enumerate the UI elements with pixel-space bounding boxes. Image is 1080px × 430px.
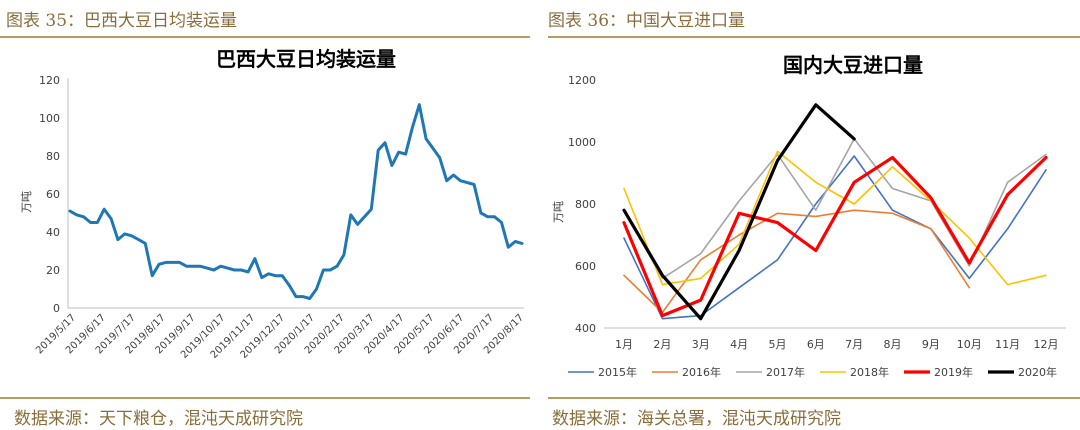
series-line-1: [623, 209, 971, 314]
x-tick-label: 3月: [692, 338, 710, 351]
x-tick-label: 4月: [730, 338, 748, 351]
x-tick-label: 8月: [884, 338, 902, 351]
y-tick-label: 40: [46, 226, 60, 239]
figure-35-caption: 图表 35：巴西大豆日均装运量: [6, 11, 238, 31]
figure-35-top-rule: [0, 36, 530, 38]
y-tick-label: 600: [575, 260, 596, 273]
figure-36-panel: 图表 36：中国大豆进口量 国内大豆进口量 400 600 800 1000 1200 万吨…: [548, 0, 1080, 430]
legend-label-3: 2018年: [850, 365, 889, 379]
chart-title: 国内大豆进口量: [783, 53, 923, 77]
figure-35-source: 数据来源：天下粮仓，混沌天成研究院: [14, 409, 303, 429]
x-tick-label: 9月: [922, 338, 940, 351]
figure-36-caption: 图表 36：中国大豆进口量: [548, 11, 746, 31]
x-tick-label: 11月: [995, 338, 1020, 351]
figure-35-panel: 图表 35：巴西大豆日均装运量 巴西大豆日均装运量 0 20 40 60 80 100 120…: [0, 0, 530, 430]
brazil-shipment-chart: 巴西大豆日均装运量020406080100120万吨2019/5/172019/…: [20, 47, 526, 361]
x-tick-label: 5月: [768, 338, 786, 351]
figure-36-bottom-rule: [548, 397, 1080, 399]
x-tick-label: 10月: [957, 338, 982, 351]
x-tick-label: 2月: [653, 338, 671, 351]
series-line: [68, 103, 524, 300]
x-tick-label: 7月: [845, 338, 863, 351]
y-axis-label: 万吨: [552, 201, 565, 223]
y-tick-label: 20: [46, 264, 60, 277]
y-axis-label: 万吨: [20, 191, 33, 213]
series-line-4: [622, 155, 1048, 318]
y-tick-label: 1000: [568, 136, 596, 149]
legend-label-1: 2016年: [682, 365, 721, 379]
x-tick-label: 12月: [1034, 338, 1059, 351]
y-tick-label: 0: [53, 302, 60, 315]
series-line-5: [622, 103, 856, 321]
legend-label-2: 2017年: [766, 365, 805, 379]
china-import-chart: 国内大豆进口量 400 600 800 1000 1200 万吨 1月 2月 3月 4月 5月 6月 7月…: [552, 53, 1066, 379]
figure-36-source: 数据来源：海关总署，混沌天成研究院: [552, 409, 841, 429]
series-line-3: [623, 150, 1047, 286]
y-tick-label: 80: [46, 150, 60, 163]
x-tick-label: 1月: [615, 338, 633, 351]
y-tick-label: 120: [39, 74, 60, 87]
y-tick-label: 1200: [568, 74, 596, 87]
y-tick-label: 800: [575, 198, 596, 211]
figure-35-bottom-rule: [0, 397, 530, 399]
legend-label-0: 2015年: [598, 365, 637, 379]
series-line-0: [623, 155, 1047, 320]
figure-36-top-rule: [548, 36, 1080, 38]
y-tick-label: 100: [39, 112, 60, 125]
y-tick-label: 60: [46, 188, 60, 201]
series-line-2: [623, 138, 1047, 280]
x-tick-label: 6月: [807, 338, 825, 351]
legend-label-4: 2019年: [934, 365, 973, 379]
y-tick-label: 400: [575, 322, 596, 335]
chart-title: 巴西大豆日均装运量: [216, 47, 396, 71]
legend-label-5: 2020年: [1018, 365, 1057, 379]
